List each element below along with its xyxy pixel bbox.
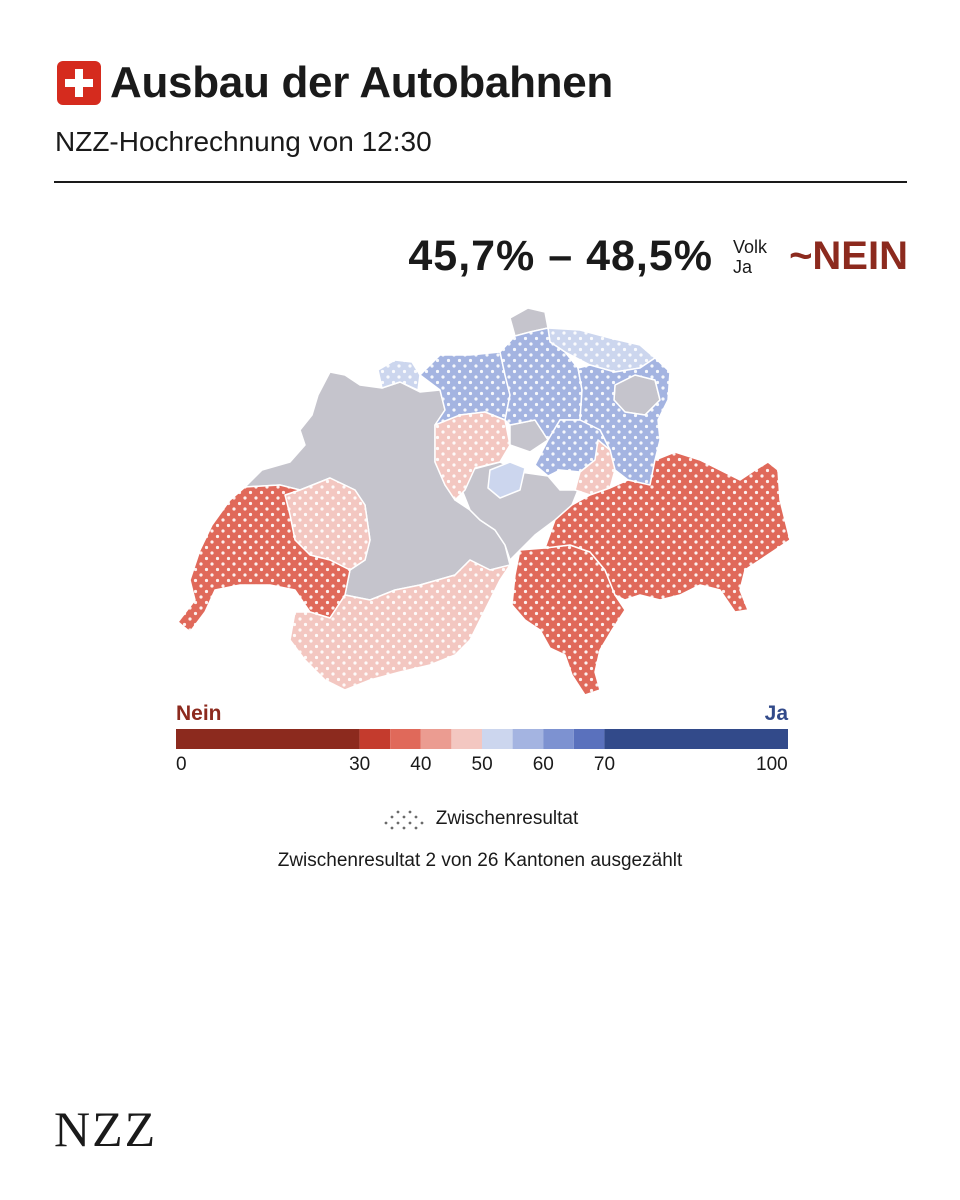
legend-tick: 40 [410,754,432,775]
legend-ja-label: Ja [764,702,788,725]
legend-tick: 70 [593,754,616,775]
page-title: Ausbau der Autobahnen [110,58,613,107]
result-labels: Volk Ja [733,237,767,277]
page-subtitle: NZZ-Hochrechnung von 12:30 [55,126,432,157]
volk-label: Volk [733,236,768,257]
interim-note: Zwischenresultat [0,808,960,830]
legend-ticks: 0 30 40 50 60 70 100 [176,754,788,778]
verdict: ~NEIN [789,234,908,278]
interim-label: Zwischenresultat [435,808,579,829]
count-status: Zwischenresultat 2 von 26 Kantonen ausge… [277,850,683,871]
legend-tick: 0 [176,754,187,775]
title-row: Ausbau der Autobahnen [56,58,613,108]
divider [54,181,907,183]
nzz-logo: NZZ [54,1101,158,1157]
legend-bin-8 [573,729,605,749]
legend-tick: 30 [349,754,371,775]
dot-pattern-icon [384,810,424,830]
switzerland-map [170,300,800,700]
legend-bin-4 [451,729,482,749]
legend-bin-7 [543,729,574,749]
result-summary: 45,7% – 48,5% Volk Ja ~NEIN [408,232,908,281]
canton-zug [487,461,526,499]
legend-bin-6 [512,729,544,749]
color-scale [176,729,788,749]
interim-overlay [178,328,790,695]
ja-label: Ja [733,256,753,277]
legend-bin-2 [390,729,421,749]
legend-bin-9 [604,729,788,749]
legend-bin-1 [359,729,391,749]
yes-share-range: 45,7% – 48,5% [408,232,714,280]
map-svg [177,307,791,696]
legend-nein-label: Nein [176,702,222,725]
swiss-flag-icon [57,61,101,105]
legend-bin-0 [176,729,360,749]
legend-tick: 50 [471,754,493,775]
legend-bin-5 [482,729,513,749]
legend-tick: 60 [532,754,554,775]
legend-bin-3 [420,729,452,749]
legend-tick: 100 [756,754,788,775]
